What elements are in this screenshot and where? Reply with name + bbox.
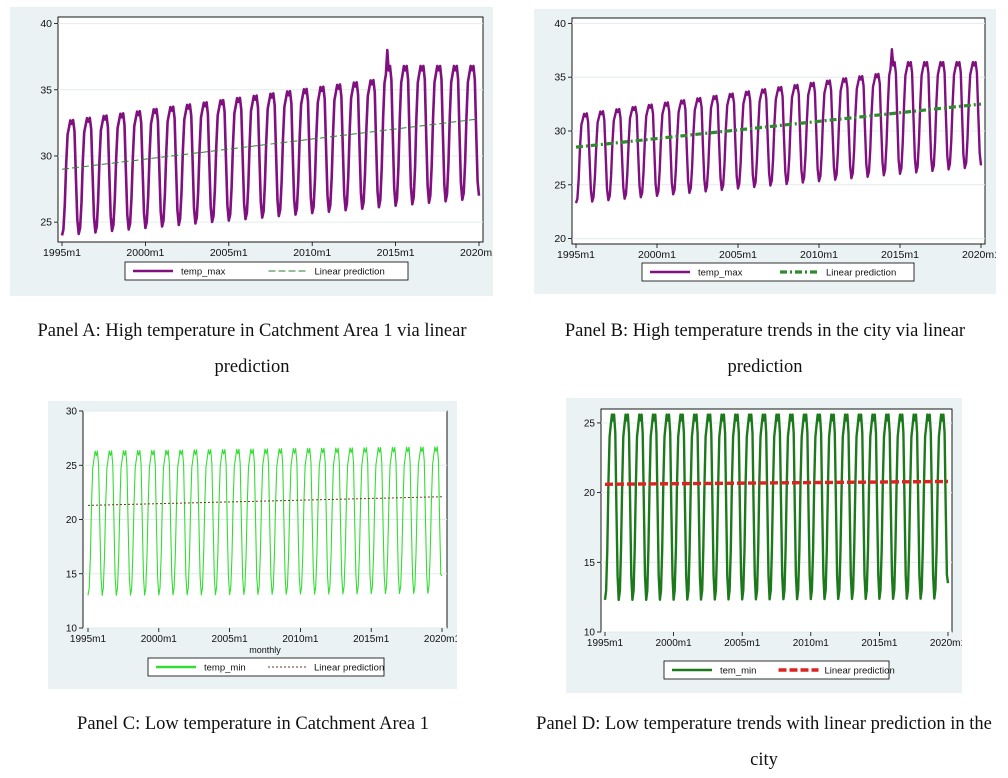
y-tick-label: 15 bbox=[584, 558, 596, 569]
y-tick-label: 25 bbox=[554, 179, 566, 191]
series-linear-prediction bbox=[604, 479, 949, 486]
y-tick-label: 25 bbox=[584, 418, 596, 429]
x-tick-label: 2010m1 bbox=[793, 638, 830, 649]
series-temp_max bbox=[574, 48, 983, 204]
y-tick-label: 25 bbox=[66, 461, 78, 472]
legend-box bbox=[641, 262, 915, 282]
chart-a: 25 30 35 40 1995m1 2000m1 2005m1 2010m1 2015m1 20… bbox=[40, 16, 493, 281]
x-tick-label: 2020m1 bbox=[930, 638, 962, 649]
y-tick-label: 35 bbox=[40, 84, 52, 96]
x-tick-label: 2020m1 bbox=[424, 634, 457, 645]
x-tick-label: 1995m1 bbox=[557, 249, 595, 261]
x-tick-label: 2015m1 bbox=[353, 634, 390, 645]
y-tick-label: 25 bbox=[40, 217, 52, 229]
legend-box bbox=[124, 261, 409, 281]
legend-label-linear-prediction: Linear prediction bbox=[315, 267, 385, 278]
y-tick-label: 30 bbox=[554, 126, 566, 138]
y-tick-label: 40 bbox=[40, 18, 52, 30]
x-tick-label: 2000m1 bbox=[126, 247, 164, 259]
caption-a: Panel A: High temperature in Catchment A… bbox=[37, 321, 467, 377]
x-tick-label: 1995m1 bbox=[587, 638, 624, 649]
x-tick-label: 2010m1 bbox=[293, 247, 331, 259]
x-tick-label: 2005m1 bbox=[210, 247, 248, 259]
panel-b: 20 25 30 35 40 1995m1 2000m1 2005m1 2010m1 2015m1… bbox=[534, 9, 996, 294]
caption-c: Panel C: Low temperature in Catchment Ar… bbox=[77, 714, 429, 734]
chart-b: 20 25 30 35 40 1995m1 2000m1 2005m1 2010m1 2015m1… bbox=[554, 17, 996, 282]
y-tick-label: 10 bbox=[66, 624, 78, 635]
x-tick-label: 2010m1 bbox=[800, 249, 838, 261]
series-temp_min bbox=[87, 446, 443, 596]
plot-area bbox=[600, 408, 953, 633]
x-tick-label: 2005m1 bbox=[212, 634, 249, 645]
legend-label-temp_max: temp_max bbox=[181, 267, 226, 278]
series-temp_max bbox=[60, 48, 481, 236]
y-tick-label: 35 bbox=[554, 72, 566, 84]
y-tick-label: 20 bbox=[66, 515, 78, 526]
x-tick-label: 2010m1 bbox=[282, 634, 319, 645]
panel-a: 25 30 35 40 1995m1 2000m1 2005m1 2010m1 2015m1 20… bbox=[10, 7, 493, 296]
panel-d: 10 15 20 25 1995m1 2000m1 2005m1 2010m1 2015m1 20… bbox=[566, 398, 962, 693]
series-linear-prediction bbox=[61, 118, 480, 170]
x-tick-label: 2000m1 bbox=[638, 249, 676, 261]
y-tick-label: 40 bbox=[554, 18, 566, 30]
caption-d: Panel D: Low temperature trends with lin… bbox=[536, 714, 992, 770]
legend-label-tem_min: tem_min bbox=[720, 666, 756, 677]
legend-box bbox=[147, 657, 385, 677]
legend-label-linear-prediction: Linear prediction bbox=[314, 663, 384, 674]
series-linear-prediction bbox=[87, 496, 443, 506]
x-tick-label: 2020m1 bbox=[460, 247, 493, 259]
x-tick-label: 2015m1 bbox=[881, 249, 919, 261]
y-tick-label: 30 bbox=[66, 407, 78, 418]
legend-label-temp_min: temp_min bbox=[204, 663, 246, 674]
legend-label-linear-prediction: Linear prediction bbox=[826, 268, 896, 279]
series-tem_min bbox=[603, 413, 950, 602]
y-tick-label: 15 bbox=[66, 569, 78, 580]
x-tick-label: 2005m1 bbox=[724, 638, 761, 649]
chart-d: 10 15 20 25 1995m1 2000m1 2005m1 2010m1 2015m1 20… bbox=[584, 408, 962, 680]
plot-area bbox=[57, 16, 484, 243]
panel-c: 10 15 20 25 30 1995m1 2000m1 2005m1 2010m1 2015m1… bbox=[48, 401, 457, 689]
y-tick-label: 20 bbox=[554, 233, 566, 245]
chart-c: 10 15 20 25 30 1995m1 2000m1 2005m1 2010m1 2015m1… bbox=[66, 407, 457, 677]
x-tick-label: 2005m1 bbox=[719, 249, 757, 261]
x-tick-label: 2015m1 bbox=[861, 638, 898, 649]
caption-b: Panel B: High temperature trends in the … bbox=[564, 321, 966, 377]
x-tick-label: 2000m1 bbox=[141, 634, 178, 645]
x-tick-label: 1995m1 bbox=[70, 634, 107, 645]
legend-label-temp_max: temp_max bbox=[698, 268, 743, 279]
y-tick-label: 10 bbox=[584, 628, 596, 639]
legend-label-linear-prediction: Linear prediction bbox=[825, 666, 895, 677]
x-axis-label: monthly bbox=[249, 645, 281, 655]
x-tick-label: 1995m1 bbox=[43, 247, 81, 259]
legend-box bbox=[663, 660, 890, 680]
y-tick-label: 30 bbox=[40, 150, 52, 162]
x-tick-label: 2020m1 bbox=[962, 249, 996, 261]
y-tick-label: 20 bbox=[584, 488, 596, 499]
x-tick-label: 2015m1 bbox=[377, 247, 415, 259]
x-tick-label: 2000m1 bbox=[656, 638, 693, 649]
